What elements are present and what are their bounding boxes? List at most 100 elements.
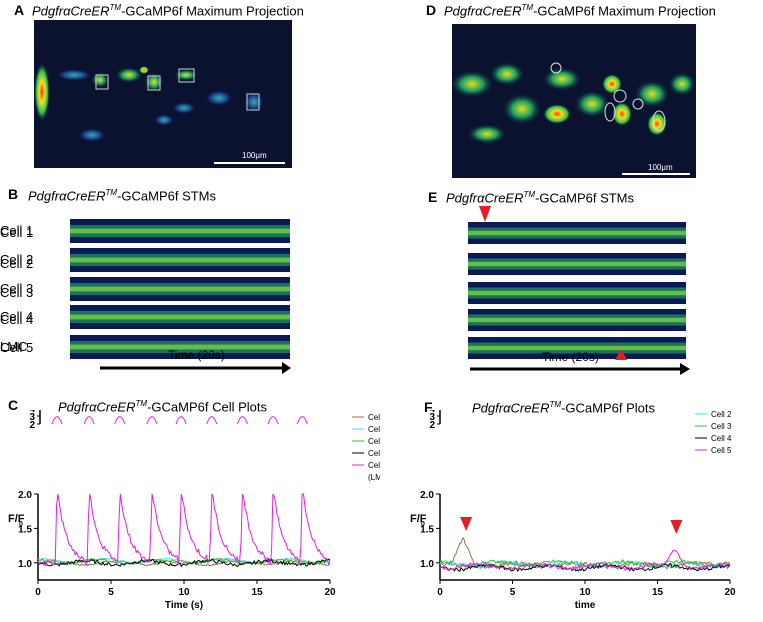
title-italic: PdgfrαCreER (444, 3, 522, 19)
legend-entry: Cell 1 (368, 413, 380, 422)
y-tick-label: 1.0 (420, 559, 434, 570)
title-rest: -GCaMP6f Maximum Projection (533, 3, 716, 19)
event-arrow (460, 517, 473, 531)
title-sup: TM (521, 3, 534, 12)
x-tick-label: 15 (652, 587, 664, 598)
title-rest: -GCaMP6f STMs (117, 188, 217, 204)
y-tick-label: 2.0 (18, 490, 32, 501)
series-line-cell-3 (37, 557, 331, 565)
title-italic: PdgfrαCreER (472, 400, 550, 416)
-1-stm-strip (468, 337, 686, 359)
4-row-label: Cell 1 (0, 223, 34, 238)
-1-stm-strip (468, 309, 686, 331)
4-row-label: LMC (0, 339, 28, 354)
panel-b-title: PdgfrαCreERTM-GCaMP6f STMs (28, 188, 216, 203)
inset-y-tick-label: 2 (429, 420, 435, 431)
legend-entry: Cell 4 (368, 449, 380, 458)
y-axis-label: F/F (410, 513, 427, 525)
scale-bar-label-a: 100μm (242, 151, 267, 160)
series-line-cell-4 (37, 557, 331, 568)
title-italic: PdgfrαCreER (446, 190, 524, 206)
-1-row-label: Cell 2 (0, 256, 34, 271)
panel-d-title: PdgfrαCreERTM-GCaMP6f Maximum Projection (444, 3, 716, 18)
panel-label-e: E (428, 189, 438, 205)
max-projection-image-a: 100μm (34, 20, 292, 168)
series-line-cell-5 (439, 549, 731, 571)
time-label-e: Time (20s) (542, 350, 599, 364)
event-arrow (670, 520, 683, 534)
time-label-b: Time (20s) (168, 348, 225, 362)
legend-entry: (LMC) (368, 473, 380, 482)
title-rest: -GCaMP6f Cell Plots (147, 399, 267, 415)
panel-label-a: A (14, 2, 25, 18)
panel-label-f: F (424, 399, 433, 415)
4-stm-strip (70, 335, 290, 359)
series-line-cell-1 (439, 537, 731, 570)
inset-peak (206, 416, 218, 425)
panel-a-title: PdgfrαCreERTM-GCaMP6f Maximum Projection (32, 3, 304, 18)
panel-f-title: PdgfrαCreERTM-GCaMP6f Plots (472, 400, 655, 415)
y-tick-label: 1.5 (420, 524, 434, 535)
legend-entry: Cell 5 (711, 446, 732, 455)
-1-row-label: Cell 4 (0, 312, 34, 327)
y-axis-label-subscript: 0 (19, 521, 23, 528)
y-tick-label: 1.5 (18, 524, 32, 535)
time-arrowhead-b (282, 362, 291, 374)
-1-row-label: Cell 5 (0, 340, 34, 355)
y-axis-label: F/F (8, 513, 25, 525)
x-tick-label: 15 (251, 587, 263, 598)
inset-y-tick-label: 4 (429, 410, 435, 415)
fluorescence-d (450, 62, 696, 175)
y-tick-label: 2.0 (420, 490, 434, 501)
inset-peak (83, 416, 95, 425)
legend-entry: Cell 4 (711, 434, 732, 443)
title-italic: PdgfrαCreER (32, 3, 110, 19)
inset-peak (267, 416, 279, 425)
x-axis-label: Time (s) (165, 600, 203, 611)
y-axis-label-subscript: 0 (421, 521, 425, 528)
event-arrow-e-top (479, 206, 491, 222)
inset-peak (146, 416, 158, 425)
-1-row-label: Cell 1 (0, 225, 34, 240)
panel-label-d: D (426, 2, 437, 18)
title-sup: TM (105, 188, 118, 197)
x-tick-label: 10 (178, 587, 190, 598)
y-tick-label: 1.0 (18, 559, 32, 570)
max-projection-image-d: 100μm (450, 24, 696, 178)
x-tick-label: 20 (324, 587, 336, 598)
title-sup: TM (135, 399, 148, 408)
x-axis-label: time (575, 600, 596, 611)
title-sup: TM (109, 3, 122, 12)
time-arrowhead-e (680, 363, 690, 375)
legend-entry: Cell 3 (368, 437, 380, 446)
-1-stm-strip (468, 282, 686, 304)
inset-peak (51, 416, 63, 425)
panel-label-b: B (8, 186, 19, 202)
title-rest: -GCaMP6f Maximum Projection (121, 3, 304, 19)
legend-entry: Cell 3 (711, 422, 732, 431)
inset-y-tick-label: 3 (29, 412, 35, 423)
inset-y-tick-label: 2 (29, 420, 35, 431)
4-row-label: Cell 4 (0, 309, 34, 324)
x-tick-label: 0 (35, 587, 41, 598)
series-line-cell-5 (37, 493, 331, 567)
inset-peak (114, 416, 126, 425)
inset-peak (236, 416, 248, 425)
x-tick-label: 5 (510, 587, 516, 598)
legend-entry: Cell 5 (368, 461, 380, 470)
-1-stm-strip (468, 222, 686, 244)
title-sup: TM (523, 190, 536, 199)
scale-bar-label-d: 100μm (648, 163, 673, 172)
4-stm-strip (70, 248, 290, 272)
title-sup: TM (549, 400, 562, 409)
inset-y-tick-label: 4 (29, 410, 35, 415)
4-stm-strip (70, 305, 290, 329)
inset-peak (175, 416, 187, 425)
fluorescence-a (34, 62, 285, 164)
legend-entry: Cell 2 (711, 410, 732, 419)
x-tick-label: 20 (724, 587, 736, 598)
title-italic: PdgfrαCreER (58, 399, 136, 415)
-1-row-label: Cell 3 (0, 285, 34, 300)
